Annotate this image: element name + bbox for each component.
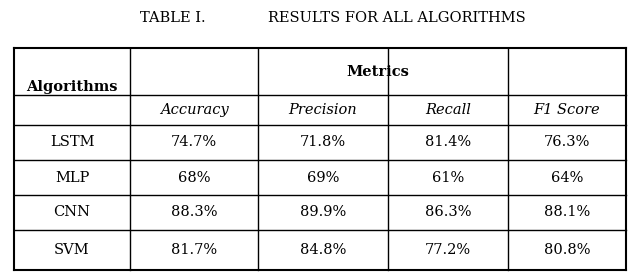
Text: 89.9%: 89.9%	[300, 205, 346, 220]
Text: 81.4%: 81.4%	[425, 135, 471, 150]
Text: 69%: 69%	[307, 170, 339, 185]
Text: 88.1%: 88.1%	[544, 205, 590, 220]
Text: 64%: 64%	[551, 170, 583, 185]
Text: 77.2%: 77.2%	[425, 243, 471, 257]
Text: 86.3%: 86.3%	[425, 205, 471, 220]
Text: 68%: 68%	[178, 170, 211, 185]
Text: LSTM: LSTM	[50, 135, 94, 150]
Text: 88.3%: 88.3%	[171, 205, 217, 220]
Text: MLP: MLP	[55, 170, 89, 185]
Text: 80.8%: 80.8%	[544, 243, 590, 257]
Text: Precision: Precision	[289, 103, 357, 117]
Text: SVM: SVM	[54, 243, 90, 257]
Text: Algorithms: Algorithms	[26, 80, 118, 93]
Text: 84.8%: 84.8%	[300, 243, 346, 257]
Text: F1 Score: F1 Score	[534, 103, 600, 117]
Text: 76.3%: 76.3%	[544, 135, 590, 150]
Text: CNN: CNN	[54, 205, 90, 220]
Text: TABLE I.: TABLE I.	[140, 11, 205, 25]
Text: Metrics: Metrics	[347, 64, 410, 78]
Text: RESULTS FOR ALL ALGORITHMS: RESULTS FOR ALL ALGORITHMS	[268, 11, 525, 25]
Text: Recall: Recall	[425, 103, 471, 117]
Text: 71.8%: 71.8%	[300, 135, 346, 150]
Text: 61%: 61%	[432, 170, 464, 185]
Text: 74.7%: 74.7%	[171, 135, 217, 150]
Text: 81.7%: 81.7%	[171, 243, 217, 257]
Text: Accuracy: Accuracy	[159, 103, 228, 117]
